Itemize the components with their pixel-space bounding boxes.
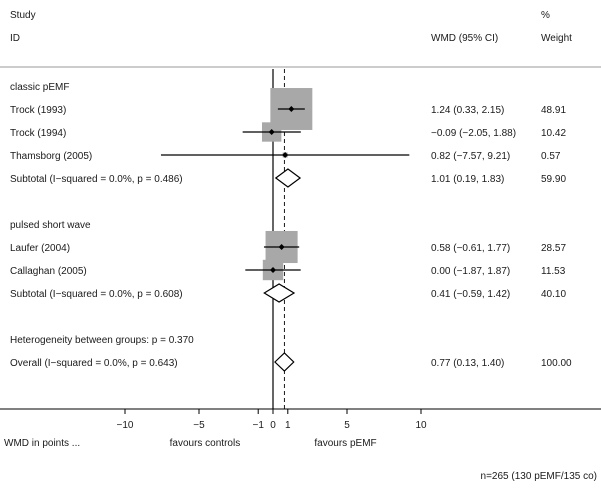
subtotal-label: Subtotal (I−squared = 0.0%, p = 0.608): [10, 289, 183, 300]
group-label: classic pEMF: [10, 82, 69, 93]
favours-right-label: favours pEMF: [314, 438, 376, 449]
effect-ci-text: 0.41 (−0.59, 1.42): [431, 289, 510, 300]
heterogeneity-label: Heterogeneity between groups: p = 0.370: [10, 335, 194, 346]
weight-value: 100.00: [541, 358, 572, 369]
subtotal-diamond: [263, 283, 296, 303]
x-tick-label: 0: [270, 420, 276, 431]
point-estimate: [282, 152, 289, 158]
header-percent: %: [541, 10, 550, 21]
weight-value: 48.91: [541, 105, 566, 116]
point-estimate: [288, 106, 295, 112]
x-tick-label: 5: [344, 420, 350, 431]
study-label: Callaghan (2005): [10, 266, 87, 277]
x-tick-label: −1: [252, 420, 264, 431]
header-id: ID: [10, 33, 20, 44]
weight-value: 28.57: [541, 243, 566, 254]
x-tick-label: −5: [193, 420, 205, 431]
point-estimate: [268, 129, 275, 135]
subtotal-diamond: [274, 168, 302, 188]
x-tick-label: −10: [117, 420, 134, 431]
header-study: Study: [10, 10, 36, 21]
header-weight: Weight: [541, 33, 572, 44]
study-label: Thamsborg (2005): [10, 151, 92, 162]
subtotal-label: Subtotal (I−squared = 0.0%, p = 0.486): [10, 174, 183, 185]
x-tick-label: 1: [285, 420, 291, 431]
weight-value: 59.90: [541, 174, 566, 185]
weight-value: 10.42: [541, 128, 566, 139]
study-label: Laufer (2004): [10, 243, 70, 254]
effect-ci-text: 0.77 (0.13, 1.40): [431, 358, 504, 369]
study-label: Trock (1994): [10, 128, 66, 139]
footnote: n=265 (130 pEMF/135 co): [481, 471, 597, 482]
effect-ci-text: 1.24 (0.33, 2.15): [431, 105, 504, 116]
weight-value: 40.10: [541, 289, 566, 300]
point-estimate: [270, 267, 276, 273]
weight-value: 0.57: [541, 151, 561, 162]
x-axis-label: WMD in points ...: [4, 438, 80, 449]
x-tick-label: 10: [415, 420, 427, 431]
weight-value: 11.53: [541, 266, 566, 277]
effect-ci-text: −0.09 (−2.05, 1.88): [431, 128, 516, 139]
effect-ci-text: 1.01 (0.19, 1.83): [431, 174, 504, 185]
effect-ci-text: 0.00 (−1.87, 1.87): [431, 266, 510, 277]
overall-diamond: [274, 352, 295, 372]
study-label: Trock (1993): [10, 105, 66, 116]
group-label: pulsed short wave: [10, 220, 91, 231]
header-effect: WMD (95% CI): [431, 33, 498, 44]
overall-label: Overall (I−squared = 0.0%, p = 0.643): [10, 358, 178, 369]
effect-ci-text: 0.58 (−0.61, 1.77): [431, 243, 510, 254]
favours-left-label: favours controls: [170, 438, 241, 449]
point-estimate: [278, 244, 285, 250]
effect-ci-text: 0.82 (−7.57, 9.21): [431, 151, 510, 162]
